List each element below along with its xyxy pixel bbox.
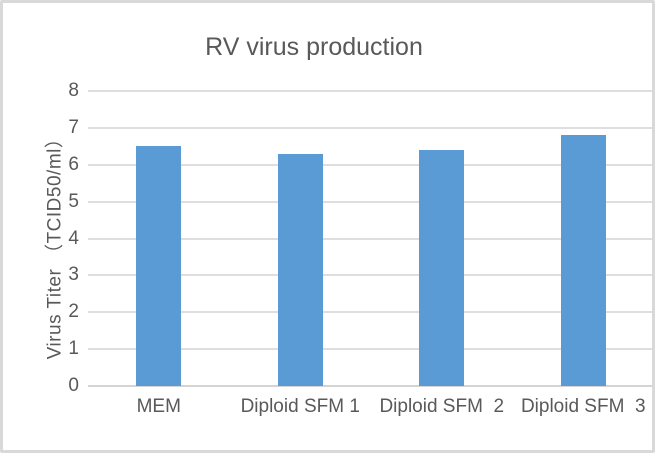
gridline-7 (88, 126, 652, 129)
bar-diploid-sfm-2 (419, 150, 465, 386)
gridline-4 (88, 237, 652, 240)
y-tick-label-0: 0 (68, 375, 79, 396)
y-tick-label-7: 7 (68, 116, 79, 138)
gridline-0 (88, 385, 652, 387)
y-tick-label-4: 4 (68, 227, 79, 249)
x-category-label-diploid-sfm-3: Diploid SFM 3 (520, 396, 646, 417)
y-tick-label-8: 8 (68, 80, 79, 101)
bar-diploid-sfm-1 (277, 153, 323, 386)
gridline-5 (88, 200, 652, 203)
y-tick-label-6: 6 (68, 153, 79, 175)
x-category-label-diploid-sfm-1: Diploid SFM 1 (240, 396, 360, 417)
gridline-8 (88, 90, 652, 92)
y-tick-label-3: 3 (68, 264, 79, 286)
gridline-6 (88, 163, 652, 166)
gridline-3 (88, 274, 652, 277)
bar-mem (136, 146, 182, 386)
gridline-2 (88, 311, 652, 314)
bar-diploid-sfm-3 (560, 135, 606, 386)
y-tick-label-2: 2 (68, 301, 79, 323)
x-category-label-mem: MEM (136, 396, 181, 417)
chart-title: RV virus production (205, 33, 423, 61)
y-tick-label-5: 5 (68, 190, 79, 212)
gridline-1 (88, 348, 652, 351)
plot-area (88, 90, 652, 387)
x-category-label-diploid-sfm-2: Diploid SFM 2 (379, 396, 505, 417)
y-tick-label-1: 1 (68, 338, 79, 360)
